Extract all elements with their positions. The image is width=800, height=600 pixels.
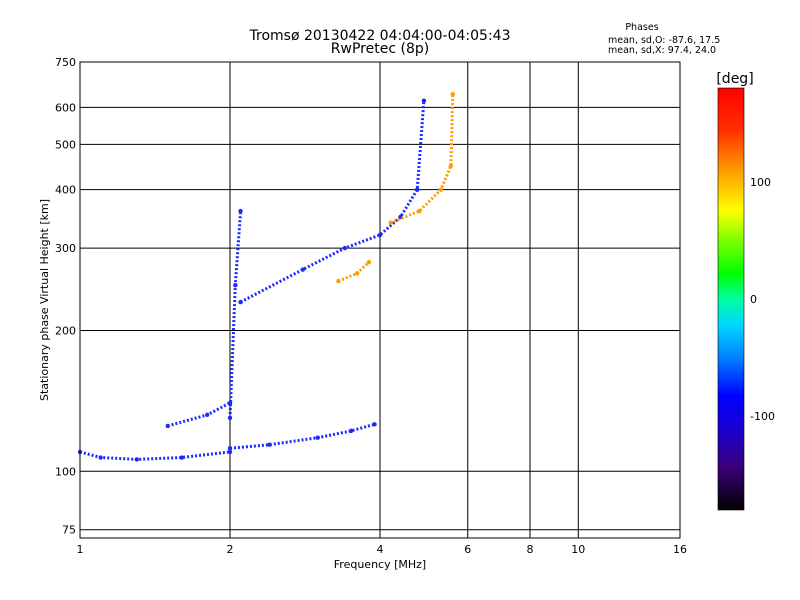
- y-tick-label: 500: [55, 138, 76, 151]
- y-axis-ticks: 75 100 200 300 400 500 600 750: [55, 56, 76, 537]
- x-tick-label: 4: [377, 543, 384, 556]
- x-tick-label: 6: [464, 543, 471, 556]
- trace-point: [238, 299, 243, 305]
- y-tick-label: 750: [55, 56, 76, 69]
- trace-point: [300, 267, 306, 272]
- colorbar-tick-label: 100: [750, 176, 771, 189]
- trace-line: [337, 261, 370, 283]
- colorbar-tick-label: -100: [750, 410, 775, 423]
- colorbar-tick-label: 0: [750, 293, 757, 306]
- trace-line: [167, 401, 231, 428]
- phase-stats-x: mean, sd,X: 97.4, 24.0: [608, 45, 716, 56]
- y-tick-label: 200: [55, 324, 76, 337]
- y-tick-label: 600: [55, 101, 76, 114]
- trace-point: [348, 428, 354, 434]
- chart-subtitle: RwPretec (8p): [331, 41, 429, 57]
- trace-point: [438, 187, 444, 192]
- trace-point: [354, 271, 360, 276]
- trace-point: [336, 278, 341, 284]
- x-tick-label: 1: [77, 543, 84, 556]
- trace-point: [227, 415, 233, 421]
- trace-point: [417, 208, 422, 214]
- trace-point: [372, 422, 377, 427]
- x-tick-label: 8: [527, 543, 534, 556]
- colorbar-label: [deg]: [716, 71, 753, 87]
- y-tick-label: 400: [55, 184, 76, 197]
- x-tick-label: 10: [571, 543, 585, 556]
- scatter-points: [77, 92, 456, 462]
- trace-point: [238, 208, 243, 214]
- x-tick-label: 16: [673, 543, 687, 556]
- trace-point: [342, 245, 348, 251]
- trace-point: [414, 187, 420, 192]
- trace-point: [134, 457, 139, 462]
- trace-line: [228, 210, 243, 419]
- trace-point: [388, 220, 393, 225]
- trace-point: [204, 412, 210, 418]
- grid-lines: [79, 61, 681, 538]
- trace-point: [267, 442, 272, 447]
- plot-frame: [79, 61, 681, 539]
- y-tick-label: 75: [62, 524, 76, 537]
- x-axis-label: Frequency [MHz]: [334, 558, 426, 571]
- trace-point: [227, 449, 233, 455]
- x-tick-label: 2: [227, 543, 234, 556]
- trace-point: [165, 423, 170, 429]
- y-axis-label: Stationary phase Virtual Height [km]: [38, 199, 51, 401]
- trace-point: [450, 92, 456, 97]
- y-tick-label: 300: [55, 242, 76, 255]
- trace-line: [239, 100, 426, 304]
- x-axis-ticks: 1 2 4 6 8 10 16: [77, 543, 688, 556]
- trace-point: [448, 163, 454, 168]
- trace-point: [366, 259, 372, 265]
- trace-point: [315, 435, 320, 440]
- y-tick-label: 100: [55, 465, 76, 478]
- trace-point: [227, 400, 233, 406]
- colorbar: [717, 87, 745, 511]
- trace-point: [233, 282, 238, 288]
- colorbar-ticks: 100 0 -100: [750, 176, 775, 423]
- trace-point: [98, 455, 103, 460]
- trace-line: [390, 94, 455, 225]
- trace-point: [421, 98, 427, 103]
- trace-point: [377, 232, 383, 238]
- trace-point: [227, 446, 233, 451]
- trace-point: [179, 455, 184, 460]
- phase-stats-title: Phases: [625, 22, 658, 33]
- trace-line: [229, 422, 375, 450]
- chart-title: Tromsø 20130422 04:04:00-04:05:43: [249, 28, 511, 44]
- phase-stats-o: mean, sd,O: -87.6, 17.5: [608, 35, 720, 46]
